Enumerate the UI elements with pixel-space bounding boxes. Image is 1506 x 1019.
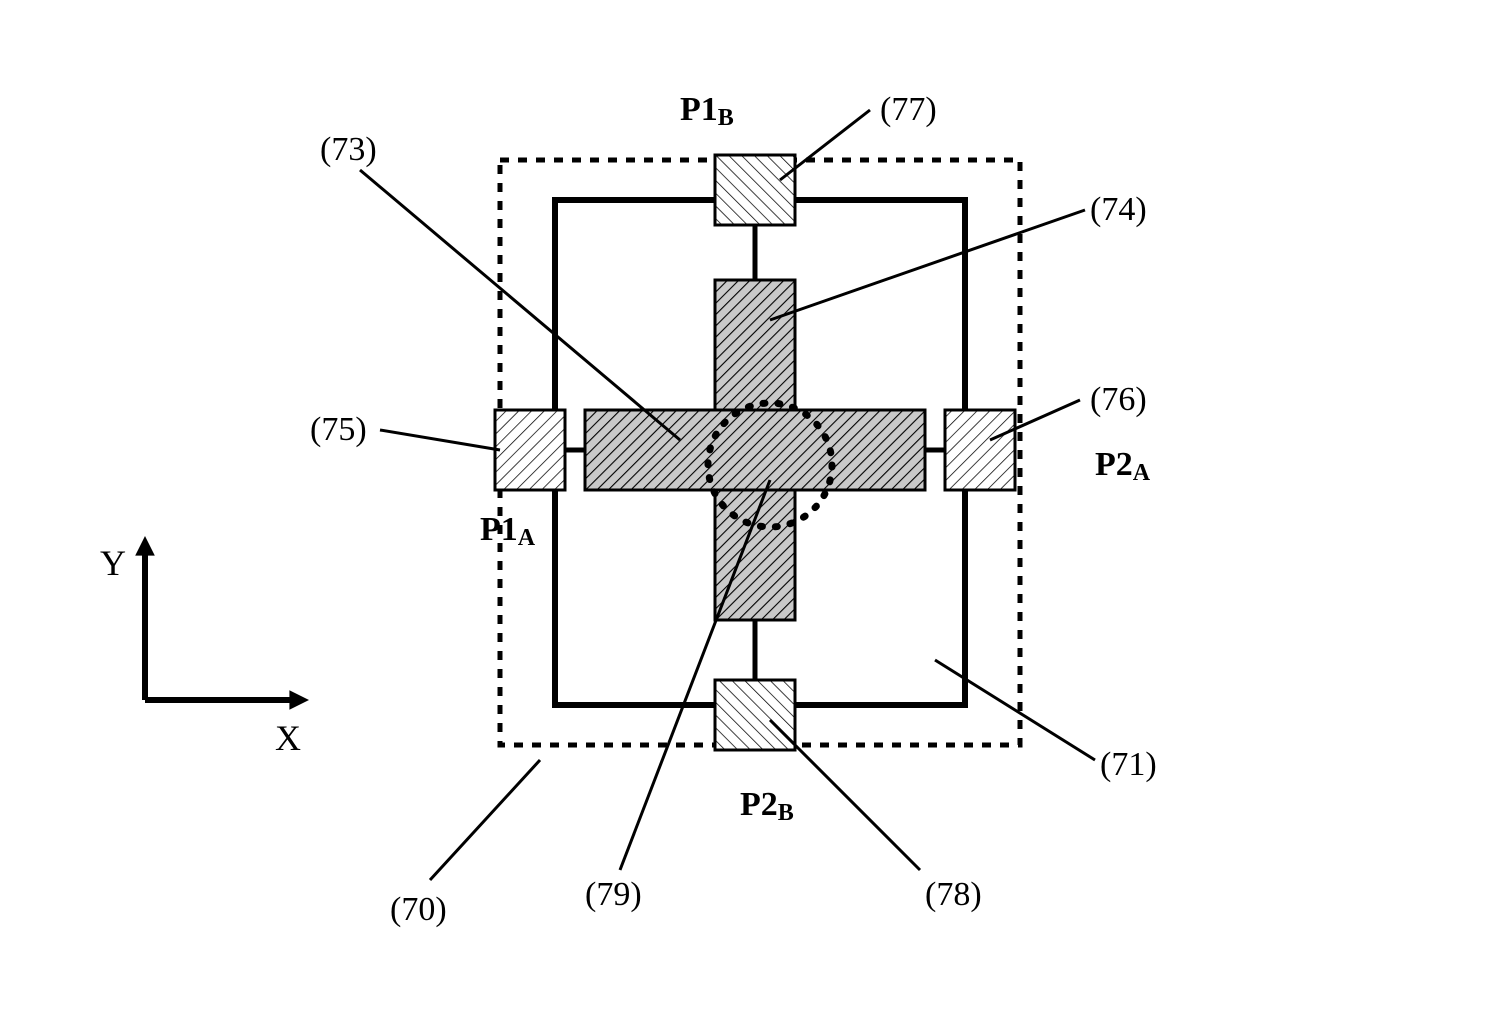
pad-bottom-78	[715, 680, 795, 750]
ref-label-79: (79)	[585, 876, 642, 913]
ref-label-70: (70)	[390, 891, 447, 928]
x-axis-label: X	[275, 718, 301, 758]
leader-71	[935, 660, 1095, 760]
leader-73	[360, 170, 680, 440]
horizontal-bar-73	[585, 410, 925, 490]
port-label-P1A: P1A	[480, 511, 536, 551]
port-label-P2B: P2B	[740, 786, 794, 826]
leader-74	[770, 210, 1085, 320]
pad-right-76	[945, 410, 1015, 490]
x-axis-arrow	[289, 690, 309, 710]
leader-77	[780, 110, 870, 180]
ref-label-77: (77)	[880, 91, 937, 128]
ref-label-75: (75)	[310, 411, 367, 448]
port-label-P1B: P1B	[680, 91, 734, 131]
pad-top-77	[715, 155, 795, 225]
ref-label-78: (78)	[925, 876, 982, 913]
leader-75	[380, 430, 500, 450]
leader-70	[430, 760, 540, 880]
ref-label-71: (71)	[1100, 746, 1157, 783]
ref-label-73: (73)	[320, 131, 377, 168]
ref-label-76: (76)	[1090, 381, 1147, 418]
ref-label-74: (74)	[1090, 191, 1147, 228]
port-label-P2A: P2A	[1095, 446, 1151, 486]
y-axis-arrow	[135, 536, 155, 556]
y-axis-label: Y	[100, 543, 126, 583]
pad-left-75	[495, 410, 565, 490]
